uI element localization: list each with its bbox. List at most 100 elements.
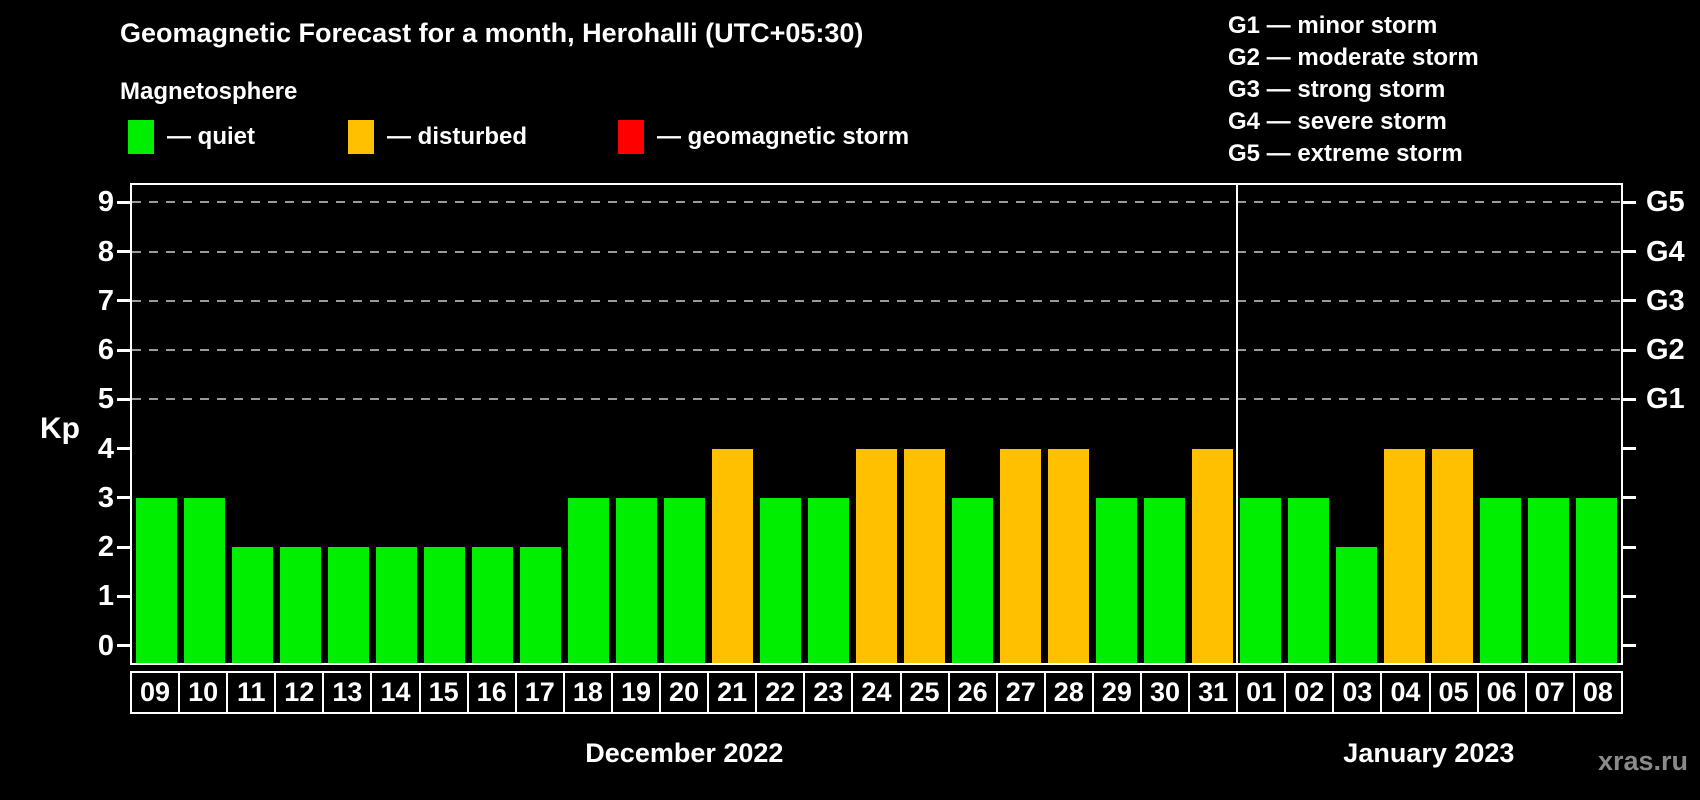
kp-bar-day-13 bbox=[327, 547, 369, 663]
right-tick-4 bbox=[1623, 447, 1636, 451]
kp-bar-day-31 bbox=[1192, 448, 1234, 663]
left-tick-9 bbox=[117, 200, 130, 204]
kp-bar-day-25 bbox=[904, 448, 946, 663]
kp-bar-day-14 bbox=[375, 547, 417, 663]
day-label-17: 17 bbox=[514, 671, 565, 714]
kp-bar-day-15 bbox=[423, 547, 465, 663]
kp-bar-day-02 bbox=[1288, 497, 1330, 663]
legend-item-quiet: — quiet bbox=[128, 119, 255, 155]
left-tick-2 bbox=[117, 545, 130, 549]
legend-quiet-label: — quiet bbox=[167, 123, 255, 150]
right-tick-1 bbox=[1623, 594, 1636, 598]
g3-legend-line: G3 — strong storm bbox=[1228, 76, 1446, 103]
day-label-31: 31 bbox=[1188, 671, 1239, 714]
month-label-december: December 2022 bbox=[585, 738, 784, 768]
day-label-11: 11 bbox=[226, 671, 277, 714]
y-tick-label-0: 0 bbox=[97, 629, 114, 662]
kp-bar-chart bbox=[130, 183, 1623, 665]
kp-bar-day-07 bbox=[1528, 497, 1570, 663]
left-tick-4 bbox=[117, 447, 130, 451]
y-axis-label: Kp bbox=[40, 412, 80, 445]
day-label-28: 28 bbox=[1043, 671, 1094, 714]
right-axis-label-g1: G1 bbox=[1646, 383, 1685, 416]
g4-legend-line: G4 — severe storm bbox=[1228, 108, 1447, 135]
y-tick-label-2: 2 bbox=[97, 531, 114, 564]
right-tick-6 bbox=[1623, 348, 1636, 352]
kp-bar-day-04 bbox=[1384, 448, 1426, 663]
kp-bar-day-24 bbox=[855, 448, 897, 663]
status-legend: — quiet — disturbed — geomagnetic storm bbox=[128, 119, 1028, 155]
kp-bar-day-08 bbox=[1576, 497, 1618, 663]
left-tick-6 bbox=[117, 348, 130, 352]
kp-bar-day-22 bbox=[759, 497, 801, 663]
kp-bar-day-09 bbox=[135, 497, 177, 663]
day-label-19: 19 bbox=[610, 671, 662, 714]
kp-bar-day-29 bbox=[1096, 497, 1138, 663]
day-label-02: 02 bbox=[1284, 671, 1335, 714]
day-label-29: 29 bbox=[1091, 671, 1142, 714]
y-tick-label-7: 7 bbox=[97, 284, 114, 317]
y-tick-label-3: 3 bbox=[97, 481, 114, 514]
day-label-12: 12 bbox=[274, 671, 325, 714]
right-tick-8 bbox=[1623, 250, 1636, 254]
day-label-13: 13 bbox=[322, 671, 373, 714]
day-label-21: 21 bbox=[707, 671, 758, 714]
left-tick-1 bbox=[117, 594, 130, 598]
day-label-05: 05 bbox=[1428, 671, 1479, 714]
day-label-26: 26 bbox=[947, 671, 998, 714]
day-label-01: 01 bbox=[1236, 671, 1287, 714]
gridline-kp-5 bbox=[132, 398, 1621, 401]
left-tick-0 bbox=[117, 644, 130, 648]
kp-bar-day-19 bbox=[615, 497, 657, 663]
y-tick-label-6: 6 bbox=[97, 334, 114, 367]
day-label-14: 14 bbox=[370, 671, 421, 714]
day-axis-row: 09 10 11 12 13 14 15 16 17 18 19 20 21 22 23 24 25 26 27 28… bbox=[130, 671, 1623, 714]
month-divider-line bbox=[1235, 185, 1238, 663]
day-label-08: 08 bbox=[1572, 671, 1623, 714]
magnetosphere-subtitle: Magnetosphere bbox=[120, 78, 298, 105]
kp-bar-day-01 bbox=[1240, 497, 1282, 663]
kp-bar-day-05 bbox=[1432, 448, 1474, 663]
kp-bar-day-16 bbox=[471, 547, 513, 663]
kp-bar-day-18 bbox=[567, 497, 609, 663]
day-label-20: 20 bbox=[659, 671, 710, 714]
quiet-swatch-icon bbox=[128, 120, 154, 154]
left-tick-3 bbox=[117, 496, 130, 500]
gridline-kp-9 bbox=[132, 201, 1621, 204]
right-tick-9 bbox=[1623, 200, 1636, 204]
day-label-23: 23 bbox=[803, 671, 854, 714]
g2-legend-line: G2 — moderate storm bbox=[1228, 44, 1479, 71]
right-tick-3 bbox=[1623, 496, 1636, 500]
kp-bar-day-30 bbox=[1144, 497, 1186, 663]
month-label-january: January 2023 bbox=[1343, 738, 1515, 768]
kp-bar-day-06 bbox=[1480, 497, 1522, 663]
right-tick-0 bbox=[1623, 644, 1636, 648]
kp-bar-day-03 bbox=[1336, 547, 1378, 663]
y-tick-label-8: 8 bbox=[97, 235, 114, 268]
day-label-16: 16 bbox=[466, 671, 517, 714]
day-label-27: 27 bbox=[995, 671, 1046, 714]
kp-bar-day-28 bbox=[1048, 448, 1090, 663]
left-tick-8 bbox=[117, 250, 130, 254]
kp-bar-day-20 bbox=[663, 497, 705, 663]
g-scale-legend: G1 — minor storm G2 — moderate storm G3 … bbox=[1228, 10, 1479, 170]
day-label-06: 06 bbox=[1476, 671, 1527, 714]
gridline-kp-6 bbox=[132, 349, 1621, 352]
day-label-09: 09 bbox=[130, 671, 181, 714]
page-title: Geomagnetic Forecast for a month, Heroha… bbox=[120, 18, 864, 48]
right-tick-7 bbox=[1623, 299, 1636, 303]
day-label-30: 30 bbox=[1139, 671, 1191, 714]
legend-item-storm: — geomagnetic storm bbox=[618, 119, 909, 155]
legend-storm-label: — geomagnetic storm bbox=[657, 123, 910, 150]
right-axis-label-g5: G5 bbox=[1646, 186, 1685, 219]
day-label-24: 24 bbox=[851, 671, 902, 714]
y-tick-label-4: 4 bbox=[97, 432, 114, 465]
kp-bar-day-27 bbox=[1000, 448, 1042, 663]
gridline-kp-7 bbox=[132, 299, 1621, 302]
day-label-03: 03 bbox=[1332, 671, 1383, 714]
day-label-18: 18 bbox=[562, 671, 613, 714]
day-label-22: 22 bbox=[755, 671, 806, 714]
y-tick-label-1: 1 bbox=[97, 580, 114, 613]
legend-item-disturbed: — disturbed bbox=[348, 119, 527, 155]
kp-bar-day-11 bbox=[231, 547, 273, 663]
